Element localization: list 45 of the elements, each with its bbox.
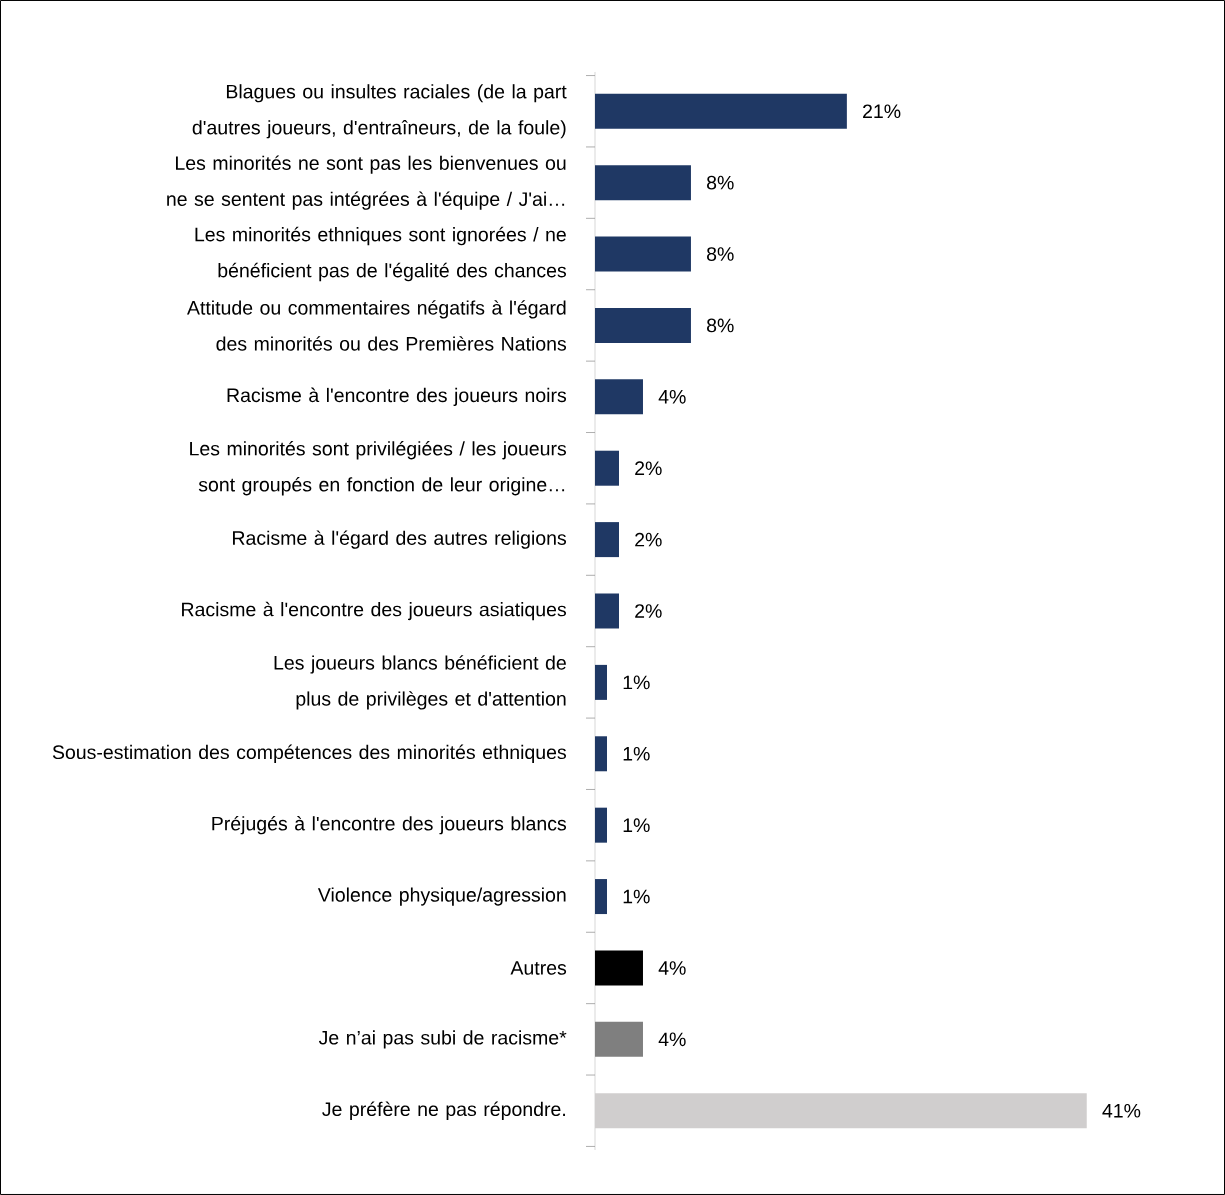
bar bbox=[595, 593, 619, 629]
bar bbox=[595, 236, 691, 272]
data-label: 4% bbox=[658, 390, 686, 404]
bar bbox=[595, 522, 619, 558]
data-label: 8% bbox=[707, 175, 734, 190]
data-label: 1% bbox=[623, 675, 650, 690]
y-tick-label: Blagues ou insultes raciales (de la part d'autres joueurs, d'entraîneurs, de la foule) bbox=[192, 84, 567, 139]
data-label: 2% bbox=[635, 604, 662, 618]
y-tick-label: Les minorités ne sont pas les bienvenues ou ne se sentent pas intégrées à l'équipe / J'ai… bbox=[167, 155, 566, 210]
y-tick-label: Les joueurs blancs bénéficient de plus de privilèges et d'attention bbox=[274, 655, 566, 710]
bar bbox=[595, 879, 607, 915]
data-label: 21% bbox=[863, 104, 901, 119]
bar bbox=[595, 1021, 643, 1057]
y-tick-label: Racisme à l'encontre des joueurs noirs bbox=[227, 387, 567, 407]
y-tick-label: Je préfère ne pas répondre. bbox=[322, 1101, 565, 1120]
bar bbox=[595, 736, 607, 772]
data-label: 2% bbox=[635, 532, 662, 547]
data-label: 2% bbox=[635, 461, 662, 476]
bar bbox=[595, 807, 607, 843]
bar bbox=[595, 165, 691, 201]
bar bbox=[595, 664, 607, 700]
y-tick-label: Racisme à l'encontre des joueurs asiatiques bbox=[182, 601, 567, 621]
data-label: 1% bbox=[623, 818, 650, 832]
bar bbox=[595, 950, 643, 986]
bar bbox=[595, 1093, 1087, 1129]
y-tick-label: Préjugés à l'encontre des joueurs blancs bbox=[212, 815, 567, 835]
data-label: 1% bbox=[623, 889, 650, 904]
data-label: 1% bbox=[623, 746, 650, 761]
data-label: 4% bbox=[658, 1032, 686, 1047]
y-tick-label: Les minorités sont privilégiées / les joueurs sont groupés en fonction de leur origine… bbox=[190, 441, 567, 496]
y-tick-label: Attitude ou commentaires négatifs à l'égard des minorités ou des Premières Nations bbox=[186, 300, 567, 351]
y-tick-label: Sous-estimation des compétences des minorités ethniques bbox=[52, 744, 567, 763]
data-label: 4% bbox=[658, 961, 686, 975]
y-tick-label: Autres bbox=[510, 961, 567, 975]
bar bbox=[595, 93, 847, 129]
bar bbox=[595, 379, 643, 415]
data-label: 8% bbox=[707, 318, 734, 333]
data-label: 41% bbox=[1102, 1103, 1141, 1118]
y-tick-label: Racisme à l'égard des autres religions bbox=[233, 530, 567, 549]
bar bbox=[595, 307, 691, 343]
y-tick-label: Violence physique/agression bbox=[317, 887, 566, 906]
data-label: 8% bbox=[707, 247, 734, 261]
bar bbox=[595, 450, 619, 486]
y-tick-label: Les minorités ethniques sont ignorées / ne bénéficient pas de l'égalité des chances bbox=[195, 226, 567, 282]
y-tick-label: Je n’ai pas subi de racisme* bbox=[318, 1030, 567, 1049]
